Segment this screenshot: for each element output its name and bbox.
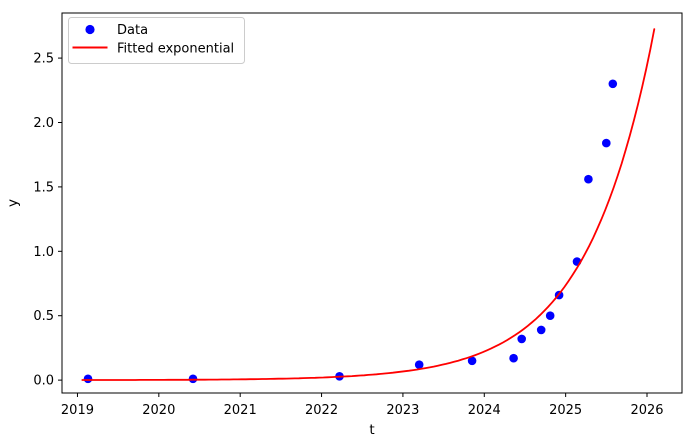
- data-point: [536, 325, 546, 335]
- y-axis-label: y: [5, 199, 21, 207]
- x-tick-label: 2025: [549, 403, 582, 418]
- data-point: [188, 374, 198, 384]
- legend-box: [68, 17, 245, 64]
- y-tick-label: 2.0: [33, 116, 54, 131]
- data-point: [584, 174, 593, 184]
- legend: Data Fitted exponential: [68, 17, 245, 64]
- series-layer: [81, 28, 656, 384]
- data-point: [509, 353, 518, 363]
- fitted-exponential-curve: [81, 28, 656, 381]
- x-axis-label: t: [369, 422, 374, 438]
- y-tick-label: 0.5: [33, 309, 54, 324]
- legend-label-data: Data: [117, 23, 148, 38]
- x-tick-label: 2021: [224, 403, 257, 418]
- x-tick-label: 2024: [468, 403, 501, 418]
- data-point: [545, 311, 555, 321]
- y-tick-label: 0.0: [33, 374, 54, 389]
- data-point: [83, 374, 93, 384]
- legend-data-dot-icon: [85, 24, 95, 35]
- x-tick-label: 2022: [305, 403, 338, 418]
- y-tick-label: 2.5: [33, 52, 54, 67]
- x-tick-label: 2026: [630, 403, 663, 418]
- x-tick-label: 2023: [386, 403, 419, 418]
- axes: 2019 2020 2021 2022 2023 2024 2025 2026 0.0 0.5 1.…: [5, 12, 683, 438]
- data-point: [467, 356, 477, 366]
- plot-area: [61, 12, 683, 394]
- y-tick-label: 1.5: [33, 180, 54, 195]
- legend-label-fitted-exponential: Fitted exponential: [117, 42, 234, 57]
- x-tick-label: 2020: [142, 403, 175, 418]
- x-tick-label: 2019: [61, 403, 94, 418]
- data-point: [517, 334, 526, 344]
- y-tick-label: 1.0: [33, 245, 54, 260]
- data-point: [414, 360, 424, 370]
- data-point: [602, 138, 611, 148]
- data-point: [608, 79, 618, 89]
